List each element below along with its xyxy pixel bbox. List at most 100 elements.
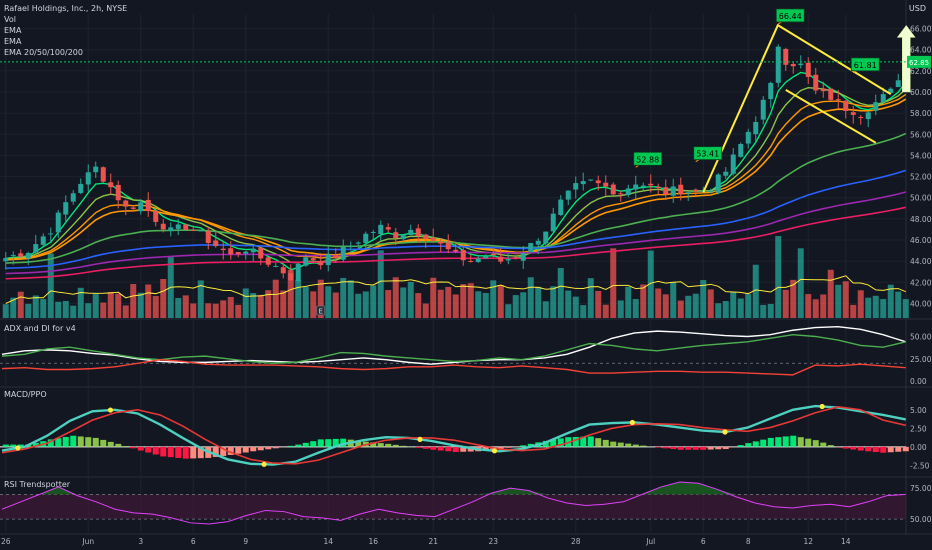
x-tick-label: 6 [191, 537, 196, 546]
volume-bar [730, 291, 737, 318]
macd-histogram-bar [902, 446, 909, 452]
macd-histogram-bar [407, 446, 414, 448]
last-price-label: 62.85 [909, 59, 929, 67]
candle-body [123, 200, 129, 207]
candle-body [190, 229, 196, 232]
candle-body [400, 234, 406, 240]
ema-200-line [5, 206, 906, 280]
candle-body [85, 172, 91, 185]
macd-cross-marker [819, 403, 825, 410]
x-tick-label: 23 [488, 537, 498, 546]
volume-bar [797, 248, 804, 318]
volume-bar [782, 289, 789, 318]
candle-body [153, 210, 159, 222]
macd-histogram-bar [557, 438, 564, 447]
price-label-box [633, 151, 663, 166]
candle-body [273, 265, 279, 267]
volume-bar [137, 292, 144, 318]
candle-body [100, 167, 106, 182]
macd-histogram-bar [520, 445, 527, 447]
candle-body [25, 253, 31, 259]
candle-body [40, 236, 46, 245]
candle-body [543, 231, 549, 244]
candle-body [880, 94, 886, 103]
volume-bar [512, 295, 519, 318]
volume-bar [205, 303, 212, 318]
x-tick-label: 28 [571, 537, 581, 546]
volume-bar [775, 236, 782, 318]
volume-bar [370, 285, 377, 318]
volume-bar [272, 279, 279, 318]
candle-body [895, 80, 901, 88]
macd-histogram-bar [452, 446, 459, 452]
volume-bar [422, 303, 429, 318]
macd-histogram-bar [122, 446, 129, 447]
volume-bar [10, 297, 17, 318]
legend-line-ema-1: EMA [4, 26, 22, 35]
macd-histogram-bar [10, 444, 17, 447]
candle-body [325, 254, 331, 266]
macd-histogram-bar [737, 445, 744, 447]
macd-histogram-bar [782, 436, 789, 447]
macd-tick-label: 5.00 [910, 406, 927, 415]
adx-panel-title: ADX and DI for v4 [4, 324, 76, 333]
volume-bar [497, 284, 504, 318]
volume-bar [857, 290, 864, 318]
volume-bar [385, 290, 392, 318]
macd-histogram-bar [370, 442, 377, 447]
price-label-text: 53.41 [696, 150, 719, 159]
volume-bar [760, 304, 767, 318]
candle-body [520, 253, 526, 261]
volume-bar [250, 293, 257, 318]
price-tick-label: 58.00 [910, 109, 932, 118]
macd-histogram-bar [527, 443, 534, 447]
candle-body [130, 207, 136, 209]
macd-histogram-bar [872, 446, 879, 452]
x-tick-label: 16 [368, 537, 378, 546]
up-arrow-annotation [896, 24, 916, 93]
volume-bar [820, 294, 827, 318]
volume-bar [602, 304, 609, 318]
macd-histogram-bar [415, 446, 422, 448]
volume-bar [505, 304, 512, 318]
volume-bar [317, 279, 324, 318]
candle-body [63, 202, 69, 215]
macd-histogram-bar [887, 446, 894, 453]
macd-histogram-bar [167, 446, 174, 458]
macd-histogram-bar [707, 446, 714, 450]
candle-body [258, 248, 264, 259]
macd-histogram-bar [2, 444, 9, 447]
volume-bar [400, 287, 407, 318]
candle-body [648, 183, 654, 186]
candle-body [475, 258, 481, 263]
candle-body [355, 242, 361, 244]
candle-body [175, 224, 181, 229]
candle-body [393, 232, 399, 239]
candle-body [625, 188, 631, 195]
volume-bar [40, 299, 47, 318]
candle-body [340, 246, 346, 260]
volume-bar [325, 286, 332, 318]
volume-bar [152, 296, 159, 318]
candle-body [805, 62, 811, 77]
macd-histogram-bar [587, 436, 594, 447]
trendline-annotation-3 [785, 89, 877, 144]
x-tick-label: 12 [803, 537, 813, 546]
volume-bar [805, 294, 812, 318]
macd-histogram-bar [310, 441, 317, 447]
volume-bar [677, 300, 684, 318]
price-tick-label: 56.00 [910, 130, 932, 139]
volume-bar [865, 297, 872, 318]
volume-bar [520, 292, 527, 318]
macd-histogram-bar [160, 446, 167, 457]
macd-histogram-bar [505, 446, 512, 448]
macd-histogram-bar [625, 443, 632, 447]
macd-histogram-bar [377, 443, 384, 447]
candle-body [528, 242, 534, 253]
candle-body [168, 227, 174, 231]
candle-body [213, 240, 219, 247]
macd-cross-marker [722, 429, 728, 435]
macd-histogram-bar [70, 435, 77, 447]
volume-bar [475, 291, 482, 318]
